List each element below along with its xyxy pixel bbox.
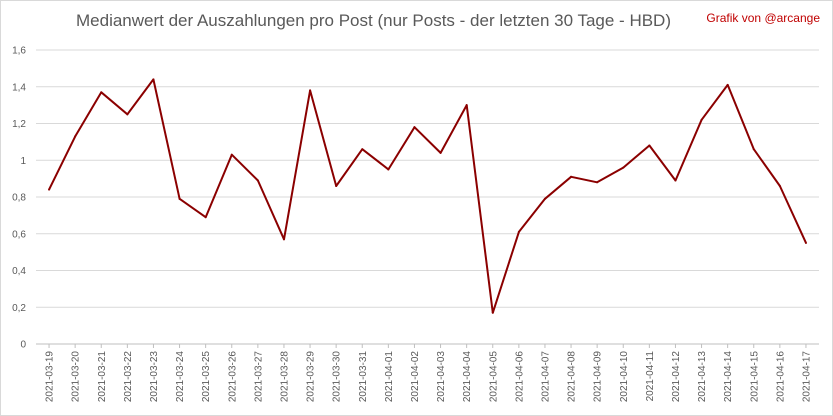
data-point bbox=[491, 311, 494, 314]
data-point bbox=[570, 175, 573, 178]
x-tick-label: 2021-03-22 bbox=[123, 351, 134, 403]
x-axis-ticks: 2021-03-19 2021-03-20 2021-03-21 2021-03-22… bbox=[45, 344, 812, 403]
y-tick-label: 0,4 bbox=[12, 266, 26, 277]
y-axis-ticks: 0 0,2 0,4 0,6 0,8 1 1,2 1,4 1,6 bbox=[12, 46, 26, 351]
x-tick-label: 2021-04-13 bbox=[697, 351, 708, 403]
x-tick-label: 2021-04-08 bbox=[567, 351, 578, 403]
x-tick-label: 2021-03-26 bbox=[227, 351, 238, 403]
x-tick-label: 2021-03-31 bbox=[358, 351, 369, 403]
chart-title: Medianwert der Auszahlungen pro Post (nu… bbox=[76, 11, 671, 30]
x-tick-label: 2021-04-07 bbox=[540, 351, 551, 403]
x-tick-label: 2021-04-17 bbox=[801, 351, 812, 403]
x-tick-label: 2021-03-27 bbox=[253, 351, 264, 403]
series-line-group bbox=[48, 78, 807, 314]
data-point bbox=[74, 135, 77, 138]
y-tick-label: 0 bbox=[20, 340, 26, 351]
x-tick-label: 2021-03-21 bbox=[97, 351, 108, 403]
x-tick-label: 2021-04-03 bbox=[436, 351, 447, 403]
data-point bbox=[439, 151, 442, 154]
x-tick-label: 2021-04-09 bbox=[593, 351, 604, 403]
y-tick-label: 1,4 bbox=[12, 82, 26, 93]
data-point bbox=[622, 166, 625, 169]
data-point bbox=[387, 168, 390, 171]
x-tick-label: 2021-04-14 bbox=[723, 351, 734, 403]
series-line bbox=[48, 78, 807, 314]
chart-credit: Grafik von @arcange bbox=[706, 11, 820, 25]
y-tick-label: 0,6 bbox=[12, 229, 26, 240]
x-tick-label: 2021-03-29 bbox=[306, 351, 317, 403]
data-point bbox=[413, 126, 416, 129]
x-tick-label: 2021-03-19 bbox=[45, 351, 56, 403]
x-tick-label: 2021-04-12 bbox=[671, 351, 682, 403]
data-point bbox=[726, 83, 729, 86]
y-tick-label: 1 bbox=[20, 156, 26, 167]
data-point bbox=[282, 238, 285, 241]
x-tick-label: 2021-03-30 bbox=[332, 351, 343, 403]
data-point bbox=[543, 197, 546, 200]
data-point bbox=[674, 179, 677, 182]
data-point bbox=[596, 181, 599, 184]
data-point bbox=[48, 188, 51, 191]
x-tick-label: 2021-04-05 bbox=[488, 351, 499, 403]
data-point bbox=[309, 89, 312, 92]
data-point bbox=[465, 104, 468, 107]
data-point bbox=[361, 148, 364, 151]
x-tick-label: 2021-03-23 bbox=[149, 351, 160, 403]
x-tick-label: 2021-04-15 bbox=[749, 351, 760, 403]
x-tick-label: 2021-04-11 bbox=[645, 351, 656, 402]
grid-lines bbox=[36, 49, 819, 345]
data-point bbox=[335, 184, 338, 187]
x-tick-label: 2021-03-20 bbox=[71, 351, 82, 403]
data-point bbox=[204, 216, 207, 219]
x-tick-label: 2021-03-28 bbox=[279, 351, 290, 403]
data-point bbox=[126, 113, 129, 116]
x-tick-label: 2021-04-10 bbox=[619, 351, 630, 403]
x-tick-label: 2021-03-25 bbox=[201, 351, 212, 403]
data-point bbox=[256, 179, 259, 182]
data-point bbox=[100, 91, 103, 94]
data-point bbox=[804, 241, 807, 244]
data-point bbox=[152, 78, 155, 81]
y-tick-label: 0,2 bbox=[12, 303, 26, 314]
y-tick-label: 1,6 bbox=[12, 46, 26, 57]
y-tick-label: 1,2 bbox=[12, 119, 26, 130]
data-point bbox=[752, 148, 755, 151]
x-tick-label: 2021-04-01 bbox=[384, 351, 395, 403]
y-tick-label: 0,8 bbox=[12, 193, 26, 204]
data-point bbox=[178, 197, 181, 200]
x-tick-label: 2021-04-02 bbox=[410, 351, 421, 403]
x-tick-label: 2021-04-04 bbox=[462, 351, 473, 403]
data-point bbox=[230, 153, 233, 156]
data-point bbox=[700, 118, 703, 121]
data-point bbox=[517, 230, 520, 233]
x-tick-label: 2021-03-24 bbox=[175, 351, 186, 403]
x-tick-label: 2021-04-16 bbox=[775, 351, 786, 403]
data-point bbox=[648, 144, 651, 147]
data-point bbox=[778, 184, 781, 187]
x-tick-label: 2021-04-06 bbox=[514, 351, 525, 403]
